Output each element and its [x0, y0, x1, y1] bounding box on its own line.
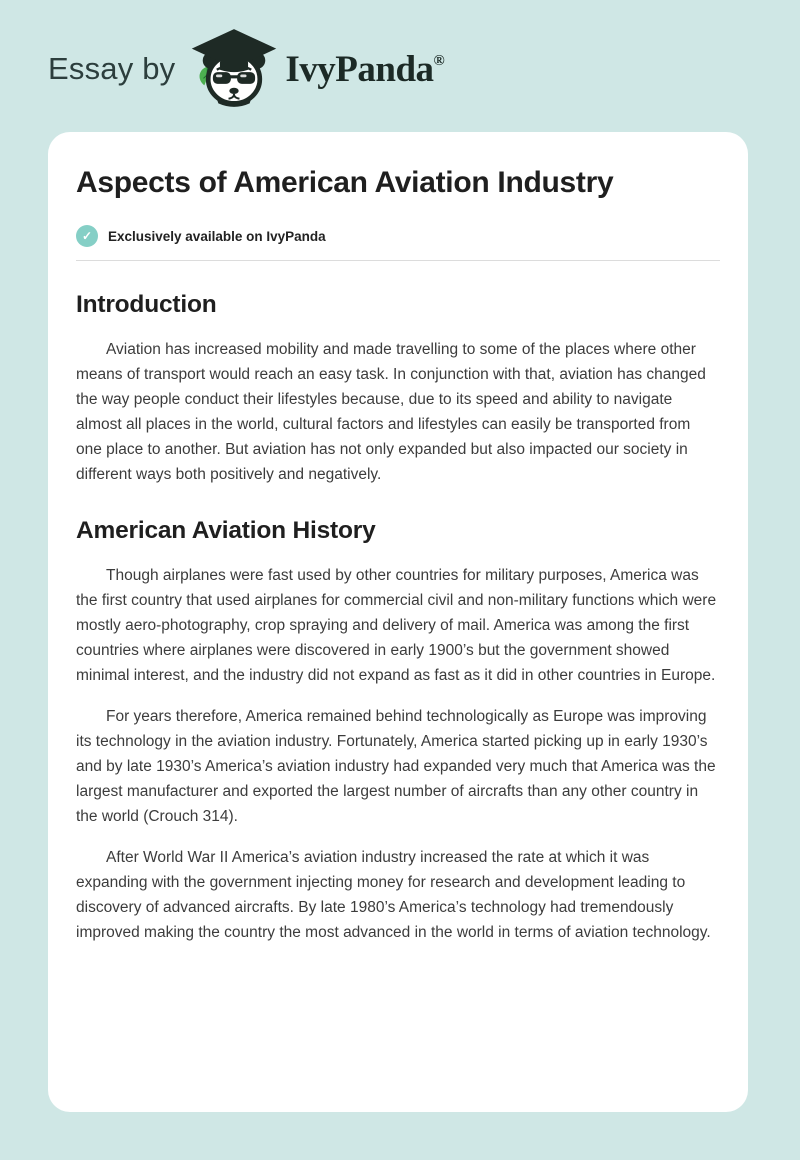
section-heading-introduction: Introduction [76, 291, 217, 318]
availability-badge: ✓ Exclusively available on IvyPanda [76, 225, 720, 247]
brand-wordmark: IvyPanda® [285, 48, 444, 91]
brand-name: IvyPanda [285, 48, 434, 90]
paragraph: After World War II America’s aviation in… [76, 849, 711, 941]
paragraph: Aviation has increased mobility and made… [76, 341, 706, 483]
divider [76, 260, 720, 261]
page-title: Aspects of American Aviation Industry [76, 166, 614, 199]
essay-card: Aspects of American Aviation Industry ✓ … [48, 132, 748, 1112]
site-header: Essay by [48, 24, 445, 114]
check-icon: ✓ [76, 225, 98, 247]
section-heading-american-aviation-history: American Aviation History [76, 517, 376, 544]
panda-graduate-icon [187, 26, 281, 112]
paragraph: Though airplanes were fast used by other… [76, 567, 717, 684]
paragraph: For years therefore, America remained be… [76, 708, 716, 825]
essay-by-label: Essay by [48, 51, 176, 86]
availability-label: Exclusively available on IvyPanda [108, 228, 326, 244]
registered-mark: ® [433, 52, 445, 69]
